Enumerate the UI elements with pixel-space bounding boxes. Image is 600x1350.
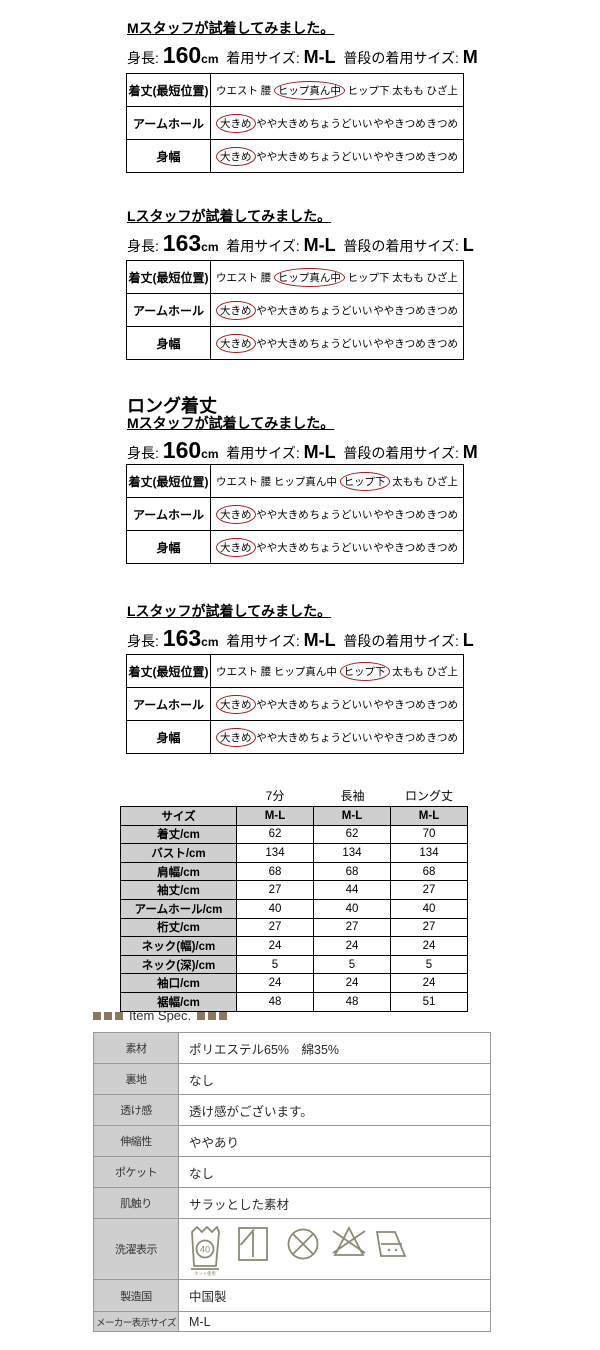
svg-text:40: 40	[200, 1245, 210, 1255]
svg-text:ネット使用: ネット使用	[194, 1270, 215, 1277]
